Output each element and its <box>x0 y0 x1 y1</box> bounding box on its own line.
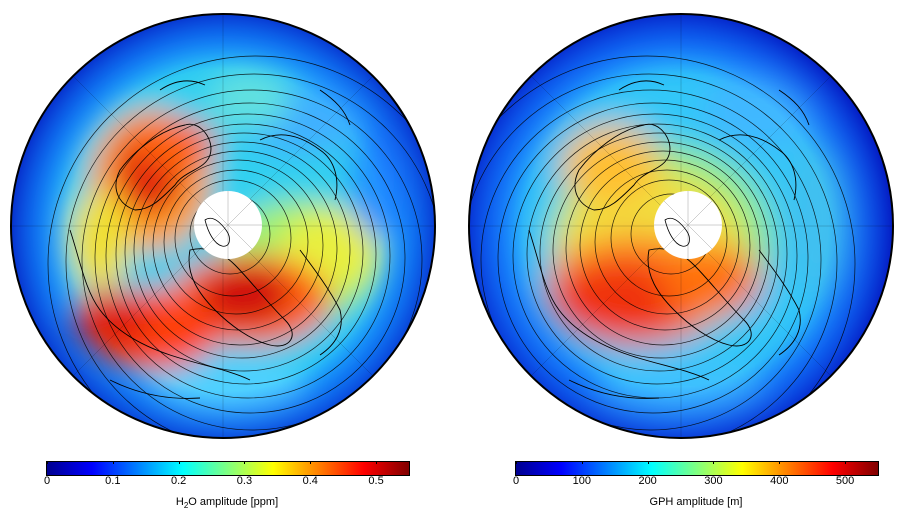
gph-tick-mark <box>581 461 583 464</box>
h2o-tick-label: 0.4 <box>302 475 318 487</box>
gph-polar-map <box>468 13 894 439</box>
gph-tick-label: 200 <box>638 475 657 487</box>
h2o-tick-mark <box>376 461 378 464</box>
h2o-tick-label: 0.2 <box>170 475 187 487</box>
h2o-tick-label: 0 <box>43 475 51 487</box>
gph-tick-label: 100 <box>572 475 591 487</box>
gph-colorbar <box>515 461 879 476</box>
h2o-tick-mark <box>112 461 114 464</box>
h2o-polar-map <box>10 13 436 439</box>
gph-tick-label: 0 <box>512 475 520 487</box>
gph-tick-mark <box>779 461 781 464</box>
gph-tick-mark <box>516 461 517 464</box>
h2o-tick-label: 0.5 <box>368 475 384 487</box>
h2o-tick-label: 0.1 <box>105 475 121 487</box>
gph-tick-mark <box>647 461 649 464</box>
h2o-tick-label: 0.3 <box>236 475 253 487</box>
h2o-tick-mark <box>310 461 312 464</box>
gph-tick-mark <box>845 461 847 464</box>
h2o-amplitude-panel: 0 0.1 0.2 0.3 0.4 0.5 H2O amplitude [ppm] <box>0 0 450 514</box>
gph-amplitude-panel: 0 100 200 300 400 500 GPH amplitude [m] <box>451 0 901 514</box>
h2o-tick-mark <box>244 461 246 464</box>
gph-tick-label: 400 <box>770 475 789 487</box>
gph-tick-label: 500 <box>835 475 855 487</box>
gph-tick-mark <box>713 461 715 464</box>
h2o-colorbar-label: H2O amplitude [ppm] <box>175 496 279 511</box>
h2o-colorbar <box>46 461 410 476</box>
h2o-tick-mark <box>47 461 48 464</box>
gph-tick-label: 300 <box>704 475 723 487</box>
gph-colorbar-label: GPH amplitude [m] <box>649 496 743 508</box>
h2o-tick-mark <box>178 461 180 464</box>
